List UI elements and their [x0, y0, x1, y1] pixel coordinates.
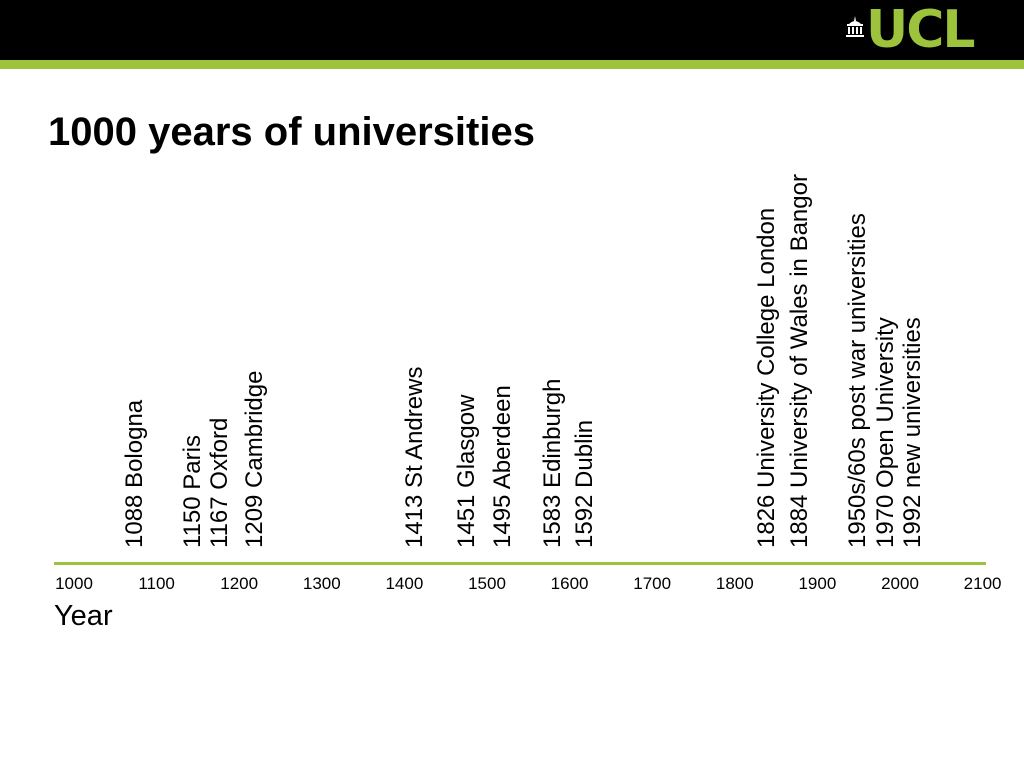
tick-label: 1300: [302, 574, 341, 593]
event-label: 1992 new universities: [899, 317, 926, 548]
event-label: 1088 Bologna: [121, 399, 148, 548]
header-accent-line: [0, 60, 1024, 69]
event-label: 1592 Dublin: [571, 419, 598, 548]
event-label: 1970 Open University: [872, 317, 899, 548]
portico-icon: [846, 16, 864, 37]
tick-label: 1600: [550, 574, 589, 593]
page-title: 1000 years of universities: [48, 110, 535, 154]
tick-label: 1700: [633, 574, 672, 593]
tick-label: 1000: [55, 574, 93, 593]
event-label: 1884 University of Wales in Bangor: [786, 174, 813, 548]
tick-label: 1400: [385, 574, 424, 593]
tick-label: 1800: [715, 574, 754, 593]
tick-label: 1900: [798, 574, 837, 593]
axis-title: Year: [54, 600, 113, 632]
tick-label: 1500: [468, 574, 506, 593]
event-label: 1209 Cambridge: [241, 370, 268, 548]
ucl-logo: UCL: [846, 4, 996, 60]
ucl-logo-text: UCL: [866, 0, 976, 60]
event-label: 1583 Edinburgh: [539, 378, 566, 548]
tick-label: 2100: [963, 574, 1002, 593]
event-label: 1451 Glasgow: [453, 394, 480, 548]
event-label: 1167 Oxford: [206, 417, 233, 548]
tick-label: 1100: [138, 574, 175, 593]
event-label: 1950s/60s post war universities: [844, 213, 871, 548]
event-label: 1413 St Andrews: [401, 366, 428, 548]
event-label: 1150 Paris: [179, 435, 206, 548]
timeline-axis: [54, 562, 986, 565]
event-label: 1826 University College London: [753, 207, 780, 548]
tick-label: 2000: [881, 574, 919, 593]
event-label: 1495 Aberdeen: [489, 385, 516, 548]
tick-label: 1200: [220, 574, 259, 593]
